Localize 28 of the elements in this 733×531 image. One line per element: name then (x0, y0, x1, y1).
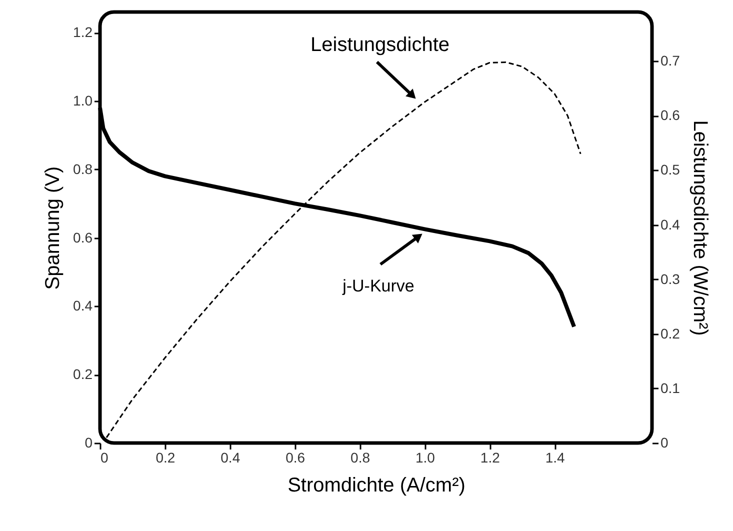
annotation: j-U-Kurve (342, 276, 414, 296)
x-axis-title: Stromdichte (A/cm²) (288, 474, 466, 496)
x-tick-label: 0.6 (286, 450, 306, 466)
y-tick-label: 0 (84, 434, 93, 450)
y2-tick-label: 0.1 (660, 380, 680, 396)
y-tick-label: 0.8 (73, 160, 93, 177)
y2-tick-label: 0.7 (660, 52, 680, 69)
y2-tick-label: 0.2 (660, 325, 680, 342)
y-axis-title: Spannung (V) (42, 166, 64, 290)
y2-tick-label: 0.5 (660, 162, 680, 178)
y-tick-label: 0.4 (73, 298, 93, 314)
x-tick-label: 0.4 (220, 450, 240, 466)
y2-tick-label: 0.4 (660, 216, 680, 232)
y2-tick-label: 0.6 (660, 107, 680, 124)
x-tick-label: 0.2 (156, 450, 176, 466)
y-tick-label: 1.2 (73, 24, 93, 40)
x-tick-label: 0 (100, 450, 108, 466)
y2-tick-label: 0.3 (660, 270, 680, 287)
y-tick-label: 0.6 (73, 229, 93, 246)
y2-axis-title: Leistungsdichte (W/cm²) (688, 120, 711, 336)
x-tick-label: 1.2 (480, 450, 500, 466)
x-tick-label: 1.0 (415, 450, 436, 466)
annotation: Leistungsdichte (310, 34, 450, 56)
y2-tick-label: 0 (660, 434, 668, 450)
y-tick-label: 0.2 (73, 366, 93, 382)
y-tick-label: 1.0 (73, 92, 93, 108)
x-tick-label: 1.4 (545, 450, 566, 466)
x-tick-label: 0.8 (350, 450, 370, 466)
